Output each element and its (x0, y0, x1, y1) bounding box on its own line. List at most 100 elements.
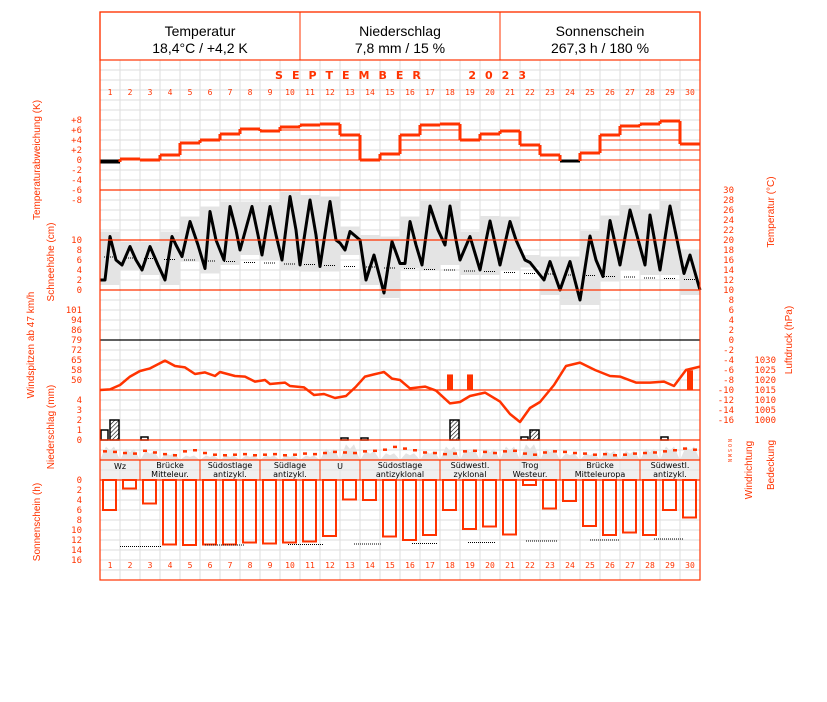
temperature-range-band (320, 196, 340, 272)
weather-type-label: Südostlage (378, 461, 423, 470)
sun-tick-label: 16 (71, 556, 82, 566)
wind-direction-dot (613, 454, 617, 457)
day-number: 20 (485, 88, 495, 97)
day-number: 2 (128, 561, 133, 570)
temperature-range-band (440, 201, 460, 265)
cloud-cover-area (660, 446, 680, 460)
temp-tick-label: -16 (718, 416, 734, 426)
anomaly-tick-label: +6 (71, 126, 82, 136)
day-number: 21 (505, 561, 515, 570)
weather-type-label: Mitteleur. (151, 470, 189, 479)
temp-tick-label: 20 (723, 236, 734, 246)
day-number: 12 (325, 88, 335, 97)
cloud-cover-area (440, 446, 460, 460)
wind-direction-dot (123, 451, 127, 455)
day-number: 14 (365, 561, 375, 570)
day-number: 25 (585, 88, 595, 97)
weather-type-label: Mitteleuropa (575, 470, 626, 479)
day-number: 1 (108, 88, 113, 97)
wind-direction-tick-label: W (726, 454, 732, 458)
day-number: 22 (525, 88, 535, 97)
pressure-axis-title: Luftdruck (hPa) (784, 306, 795, 374)
cloud-cover-area (340, 444, 360, 460)
temperature-range-band (460, 231, 480, 275)
sunshine-bar (582, 479, 597, 527)
wind-direction-dot (393, 445, 397, 449)
precip-axis-title: Niederschlag (mm) (46, 385, 57, 469)
day-number: 10 (285, 88, 295, 97)
gust-tick-label: 94 (71, 316, 82, 326)
temperature-range-band (500, 216, 520, 270)
day-number: 25 (585, 561, 595, 570)
wind-direction-dot (303, 452, 307, 455)
wind-direction-dot (563, 450, 567, 454)
cloud-cover-area (220, 455, 240, 460)
precip-tick-label: 3 (77, 406, 82, 416)
sunshine-bar (642, 479, 657, 536)
wind-direction-dot (643, 451, 647, 455)
wind-gust-bar (467, 374, 473, 390)
day-number: 6 (208, 561, 213, 570)
snow-tick-label: 0 (77, 286, 82, 296)
sun-axis-title: Sonnenschein (h) (32, 483, 43, 561)
day-number: 23 (545, 88, 555, 97)
cloud-cover-area (200, 455, 220, 460)
sunshine-title: Sonnenschein (556, 23, 645, 39)
anomaly-tick-label: +2 (71, 146, 82, 156)
sunshine-bar (542, 479, 557, 510)
weather-type-label: zyklonal (454, 470, 487, 479)
header: Temperatur 18,4°C / +4,2 K Niederschlag … (99, 11, 701, 61)
day-number: 18 (445, 88, 455, 97)
wind-direction-dot (383, 448, 387, 451)
day-number: 28 (645, 88, 655, 97)
temp-tick-label: -12 (718, 396, 734, 406)
wind-direction-dot (663, 450, 667, 453)
wind-direction-tick-label: N (726, 439, 732, 442)
wind-direction-dot (523, 452, 527, 455)
day-number: 3 (148, 88, 153, 97)
day-number: 11 (305, 561, 315, 570)
day-number: 27 (625, 561, 635, 570)
snow-axis-title: Schneehöhe (cm) (46, 223, 57, 302)
weather-type-label: antizykl. (273, 470, 307, 479)
wind-direction-dot (603, 452, 607, 456)
anomaly-tick-label: -6 (71, 186, 82, 196)
sunshine-bar (282, 479, 297, 544)
anomaly-tick-label: 0 (77, 156, 82, 166)
day-number: 20 (485, 561, 495, 570)
day-number: 22 (525, 561, 535, 570)
sunshine-bar (682, 479, 697, 519)
wind-direction-tick-label: S (726, 449, 732, 452)
temp-tick-label: 16 (723, 256, 734, 266)
temp-tick-label: 10 (723, 286, 734, 296)
pressure-tick-label: 1025 (754, 366, 776, 376)
temp-tick-label: -4 (723, 356, 734, 366)
sunshine-bar (602, 479, 617, 536)
temp-tick-label: 28 (723, 196, 734, 206)
wind-direction-dot (473, 449, 477, 453)
anomaly-tick-label: +8 (71, 116, 82, 126)
day-number: 16 (405, 88, 415, 97)
wind-direction-dot (423, 451, 427, 454)
wind-direction-dot (693, 448, 697, 451)
anomaly-tick-label: +4 (71, 136, 82, 146)
wind-direction-dot (403, 447, 407, 450)
day-number: 13 (345, 88, 355, 97)
precipitation-bar-rain (109, 419, 120, 441)
wind-direction-dot (223, 454, 227, 457)
wind-direction-dot (243, 452, 247, 456)
wind-direction-dot (293, 453, 297, 456)
day-number: 29 (665, 88, 675, 97)
temp-tick-label: 12 (723, 276, 734, 286)
wind-direction-dot (183, 450, 187, 453)
day-number: 15 (385, 561, 395, 570)
wind-direction-dot (433, 451, 437, 455)
sunshine-bar (662, 479, 677, 511)
wind-direction-dot (513, 449, 517, 453)
wind-direction-dot (373, 449, 377, 453)
temp-tick-label: 4 (729, 316, 734, 326)
gust-tick-label: 65 (71, 356, 82, 366)
precipitation-bar-rain (449, 419, 460, 441)
snow-tick-label: 6 (77, 256, 82, 266)
